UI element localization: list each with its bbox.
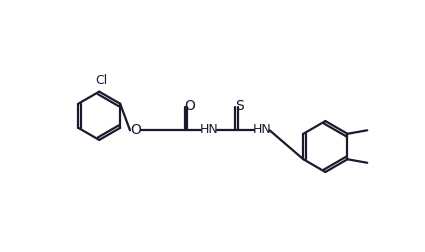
Text: HN: HN <box>200 122 218 136</box>
Text: O: O <box>130 122 141 136</box>
Text: S: S <box>235 99 244 113</box>
Text: O: O <box>184 99 195 113</box>
Text: HN: HN <box>252 122 271 136</box>
Text: Cl: Cl <box>95 74 107 87</box>
